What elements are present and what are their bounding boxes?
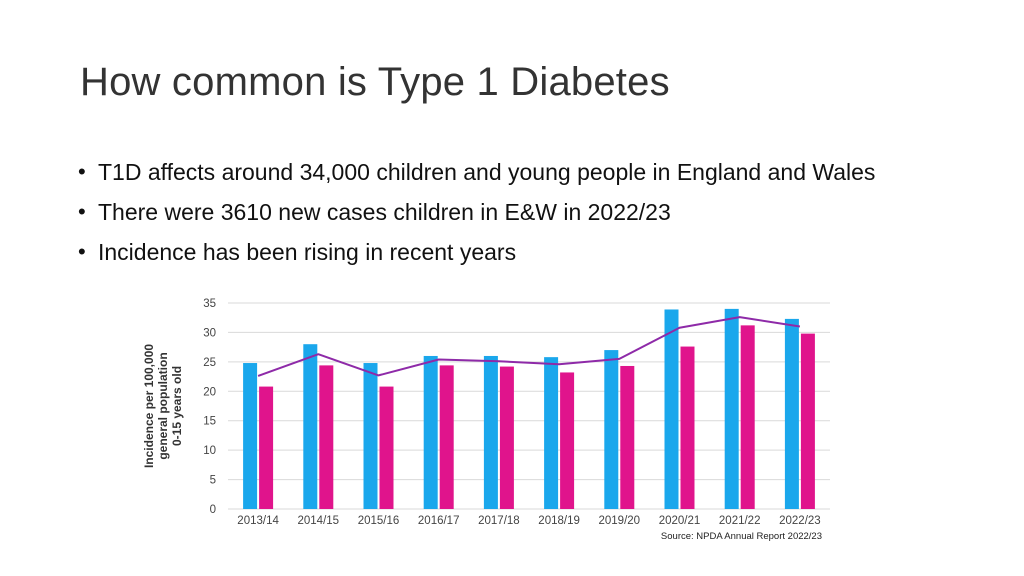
y-tick-label: 5 (210, 475, 216, 487)
y-tick-label: 0 (210, 504, 216, 516)
incidence-chart: Incidence per 100,000 general population 0… (142, 298, 830, 527)
y-axis-label: Incidence per 100,000 general population 0… (142, 344, 184, 468)
y-tick-label: 10 (203, 445, 216, 457)
bar-1-2018-19 (544, 357, 559, 509)
trend-line (257, 316, 801, 377)
bar-2-2020-21 (680, 346, 695, 509)
bar-1-2020-21 (664, 309, 679, 509)
bar-2-2022-23 (800, 333, 815, 509)
source-note: Source: NPDA Annual Report 2022/23 (660, 531, 822, 542)
bullet-item: Incidence has been rising in recent year… (78, 232, 875, 272)
x-tick-label: 2014/15 (298, 515, 340, 527)
bar-2-2016-17 (439, 365, 454, 509)
bar-1-2019-20 (604, 350, 619, 509)
slide-title: How common is Type 1 Diabetes (80, 60, 670, 104)
bullet-item: There were 3610 new cases children in E&… (78, 192, 875, 232)
bar-1-2022-23 (784, 318, 799, 509)
bullet-item: T1D affects around 34,000 children and y… (78, 152, 875, 192)
trend-line-series-3 (257, 316, 801, 377)
bar-1-2017-18 (483, 355, 498, 509)
y-tick-label: 15 (203, 416, 216, 428)
y-axis-label-line: 0-15 years old (170, 366, 184, 446)
bar-2-2021-22 (740, 325, 755, 509)
bar-2-2018-19 (560, 372, 575, 509)
x-tick-label: 2013/14 (237, 515, 279, 527)
bullet-list: T1D affects around 34,000 children and y… (78, 152, 875, 272)
bars (243, 308, 815, 509)
x-tick-label: 2019/20 (599, 515, 641, 527)
x-tick-label: 2016/17 (418, 515, 460, 527)
y-tick-label: 25 (203, 357, 216, 369)
bar-2-2013-14 (259, 386, 274, 509)
bar-1-2021-22 (724, 308, 739, 509)
bar-1-2014-15 (303, 344, 318, 509)
x-tick-label: 2015/16 (358, 515, 400, 527)
y-tick-label: 20 (203, 386, 216, 398)
bar-1-2015-16 (363, 363, 378, 509)
y-tick-label: 35 (203, 298, 216, 310)
bar-2-2019-20 (620, 365, 635, 509)
bar-1-2013-14 (243, 363, 258, 509)
axis-ticks: 0 5 10 15 20 25 30 35 2013/14 2014/15 2015/16 2016/… (203, 298, 820, 527)
gridlines (228, 302, 830, 510)
y-axis-label-line: general population (156, 352, 170, 459)
y-axis-label-rotated: Incidence per 100,000 general population 0… (142, 344, 184, 468)
y-tick-label: 30 (203, 327, 216, 339)
x-tick-label: 2018/19 (538, 515, 580, 527)
x-tick-label: 2021/22 (719, 515, 761, 527)
x-tick-label: 2020/21 (659, 515, 701, 527)
y-axis-label-line: Incidence per 100,000 (142, 344, 156, 468)
bar-1-2016-17 (423, 355, 438, 509)
x-tick-label: 2022/23 (779, 515, 821, 527)
x-tick-label: 2017/18 (478, 515, 520, 527)
bar-2-2015-16 (379, 386, 394, 509)
bar-2-2017-18 (499, 366, 514, 509)
bar-2-2014-15 (319, 365, 334, 509)
